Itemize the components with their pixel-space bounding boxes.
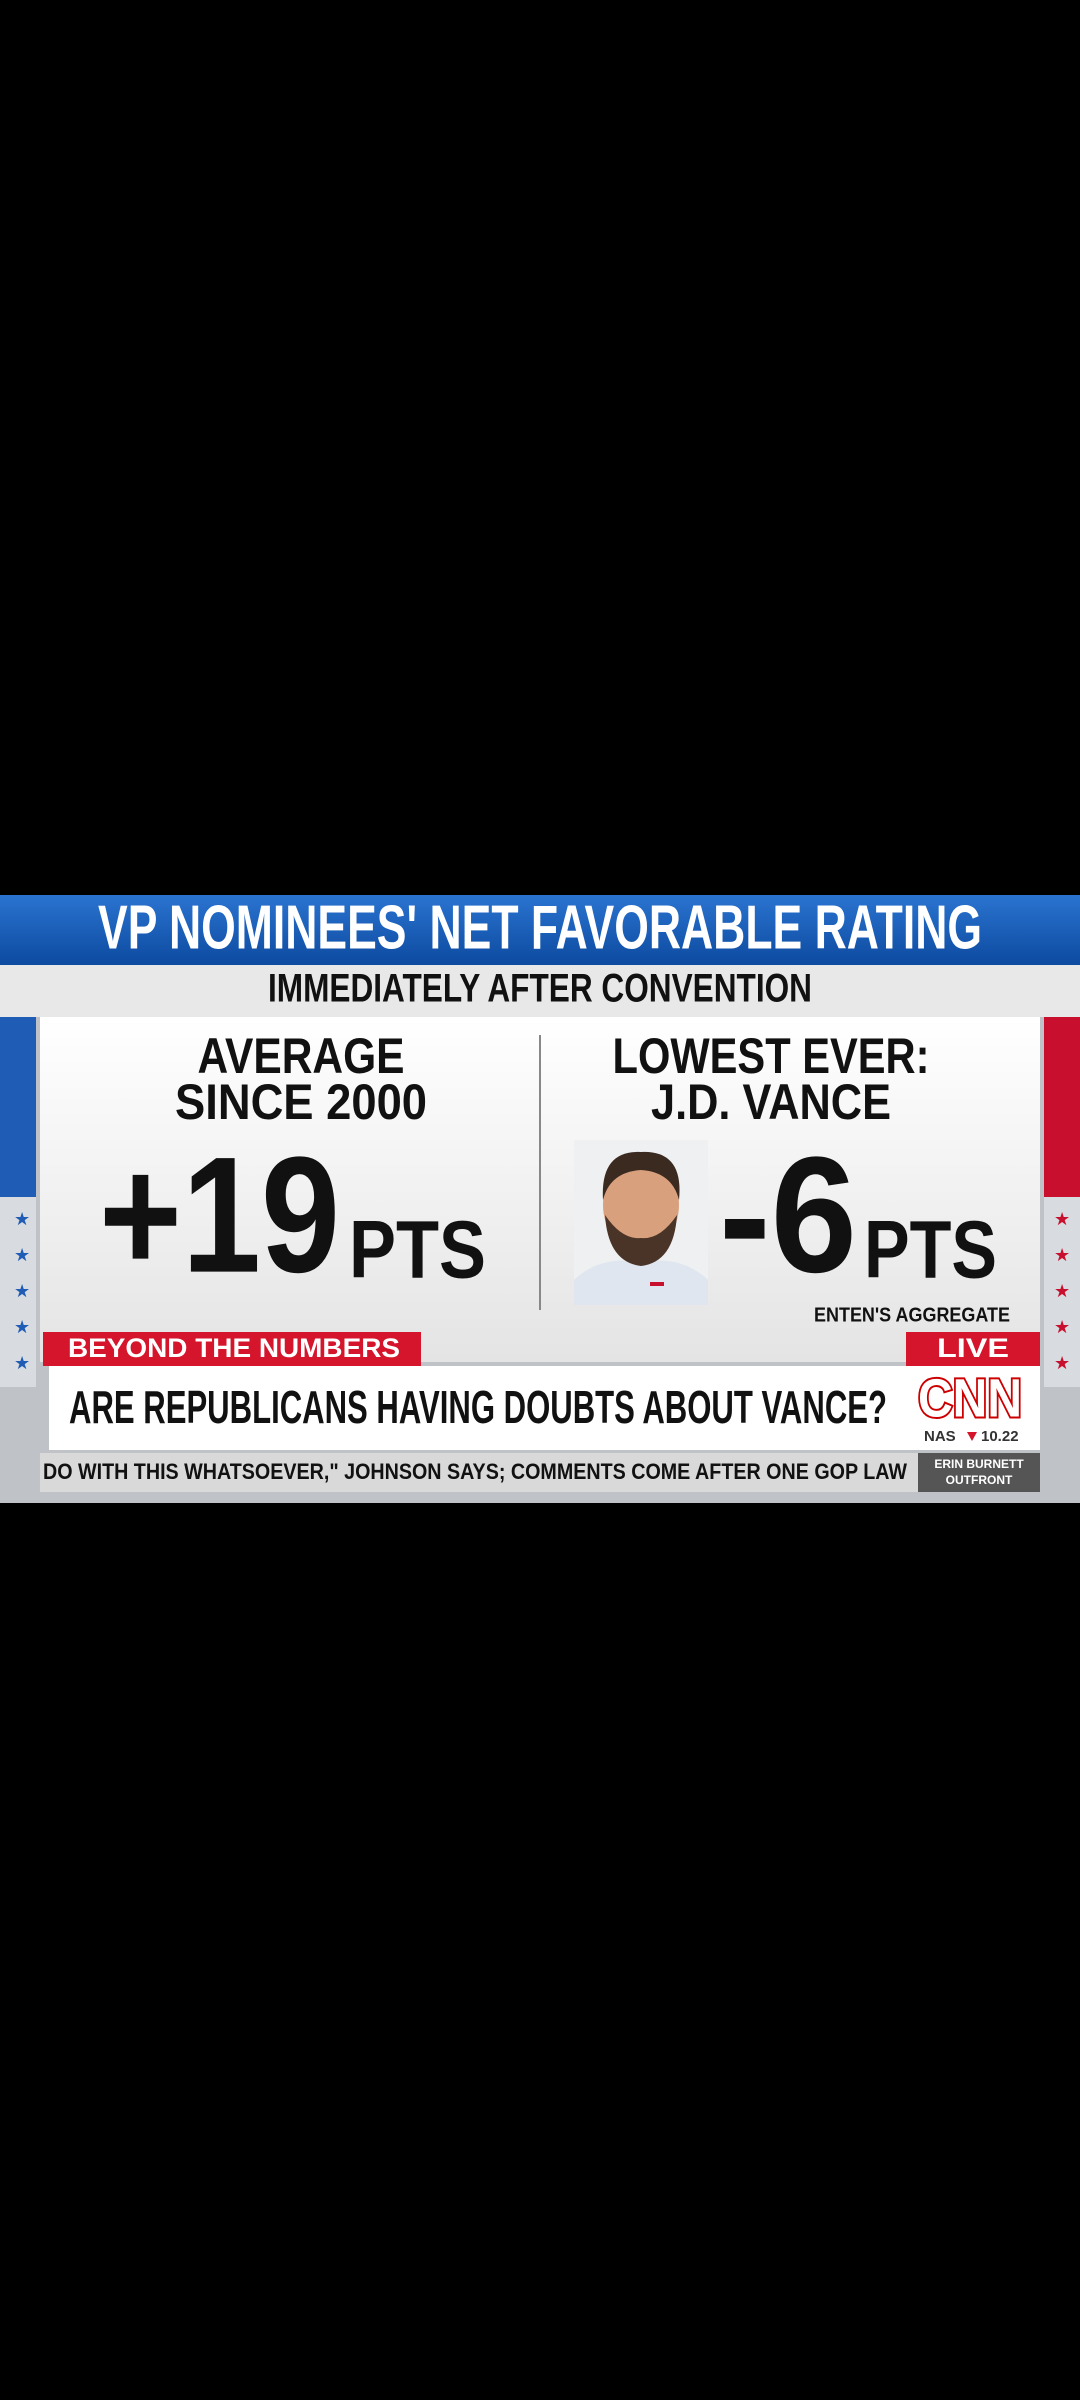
market-change: 10.22 xyxy=(981,1428,1019,1445)
panel-heading: SINCE 2000 xyxy=(175,1074,427,1130)
panel-heading: LOWEST EVER: xyxy=(613,1028,930,1084)
show-name: OUTFRONT xyxy=(946,1473,1013,1487)
hair xyxy=(602,1151,680,1200)
shirt xyxy=(574,1260,708,1305)
side-flag-left xyxy=(0,1017,36,1197)
title: VP NOMINEES' NET FAVORABLE RATING xyxy=(98,893,982,962)
ticker-bar xyxy=(40,1453,918,1492)
headline-bar xyxy=(49,1366,1040,1450)
star: ★ xyxy=(14,1317,30,1337)
live-badge: LIVE xyxy=(937,1333,1009,1363)
pin xyxy=(650,1282,664,1286)
show-box xyxy=(918,1453,1040,1492)
star: ★ xyxy=(1054,1245,1070,1265)
side-flag-right-stars xyxy=(1044,1197,1080,1387)
panel-value: +19 xyxy=(99,1123,340,1307)
stars: ★ ★ ★ ★ ★ ★ ★ ★ ★ ★ xyxy=(14,1209,1070,1373)
star: ★ xyxy=(14,1245,30,1265)
tag: BEYOND THE NUMBERS xyxy=(68,1333,400,1363)
star: ★ xyxy=(1054,1317,1070,1337)
side-flag-right xyxy=(1044,1017,1080,1197)
source-note: ENTEN'S AGGREGATE xyxy=(814,1304,1010,1326)
side-flag-left-stars xyxy=(0,1197,36,1387)
star: ★ xyxy=(1054,1281,1070,1301)
panel-value: -6 xyxy=(719,1123,857,1307)
show-name: ERIN BURNETT xyxy=(934,1457,1024,1471)
star: ★ xyxy=(1054,1353,1070,1373)
beard xyxy=(605,1215,677,1266)
subtitle: IMMEDIATELY AFTER CONVENTION xyxy=(268,967,812,1011)
star: ★ xyxy=(14,1209,30,1229)
tag-box xyxy=(43,1332,421,1366)
market-index: NAS xyxy=(924,1428,956,1445)
panel-unit: PTS xyxy=(864,1205,997,1296)
portrait xyxy=(574,1140,708,1305)
panel-heading: J.D. VANCE xyxy=(651,1074,891,1130)
star: ★ xyxy=(1054,1209,1070,1229)
down-arrow xyxy=(967,1432,977,1441)
headline: ARE REPUBLICANS HAVING DOUBTS ABOUT VANC… xyxy=(69,1381,887,1433)
subtitle-band xyxy=(0,965,1080,1017)
star: ★ xyxy=(14,1281,30,1301)
panel-unit: PTS xyxy=(349,1205,486,1296)
panel-heading: AVERAGE xyxy=(198,1028,405,1084)
title-bar xyxy=(0,895,1080,965)
ticker-text: DO WITH THIS WHATSOEVER," JOHNSON SAYS; … xyxy=(43,1459,907,1484)
face xyxy=(603,1159,679,1251)
star: ★ xyxy=(14,1353,30,1373)
logo: CNN xyxy=(918,1368,1022,1428)
live-box xyxy=(906,1332,1040,1366)
